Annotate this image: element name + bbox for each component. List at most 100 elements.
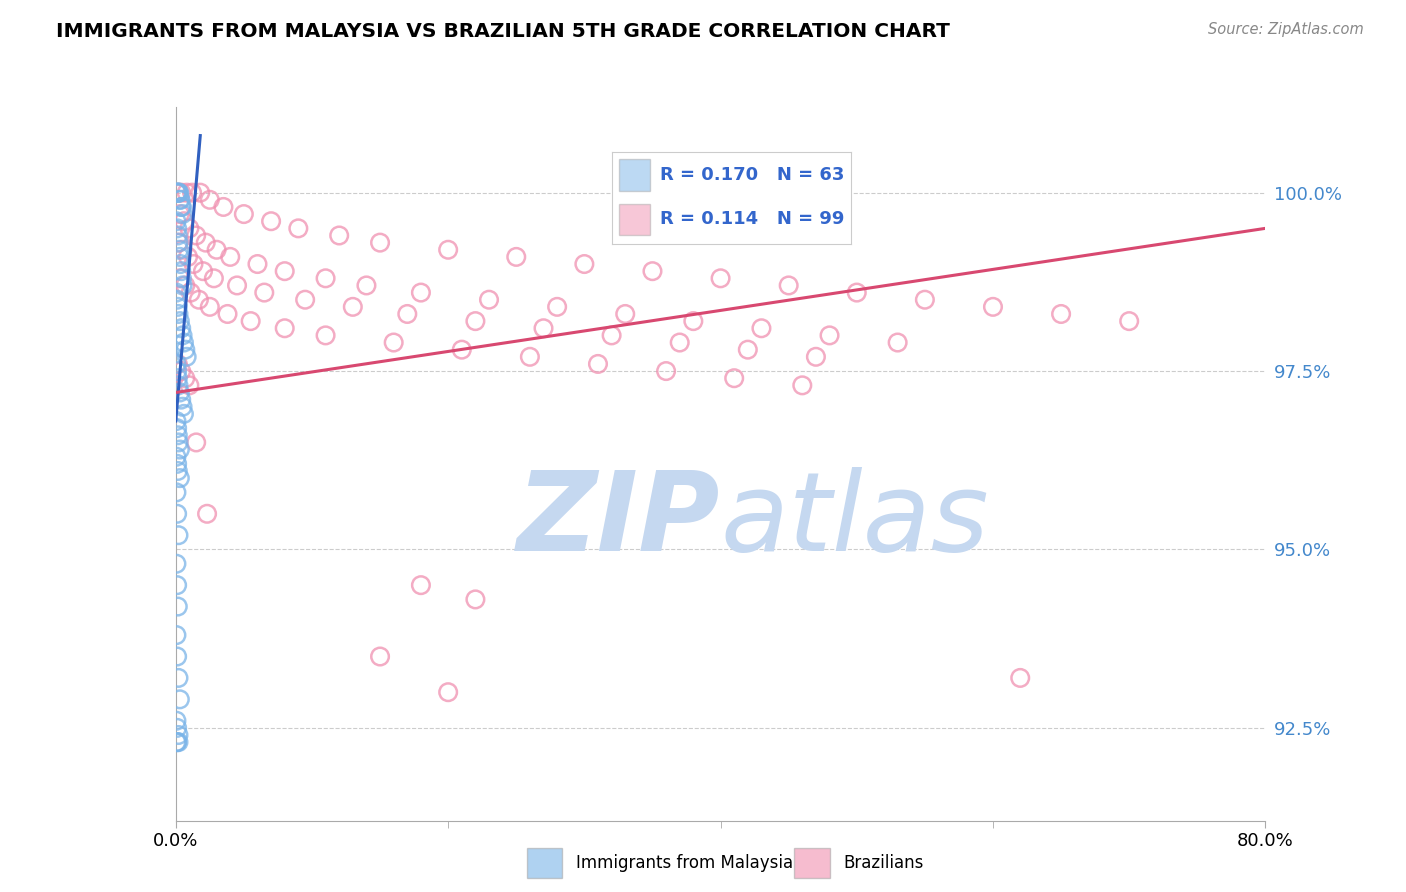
Point [198,300,221,314]
Point [170,200,193,214]
Point [186,228,208,243]
Point [409,285,432,300]
Point [169,257,191,271]
Point [450,343,472,357]
Point [169,314,191,328]
Point [179,221,201,235]
Point [778,278,800,293]
Point [191,264,214,278]
Point [167,186,190,200]
Point [165,357,187,371]
Point [177,250,200,264]
Point [170,364,193,378]
Point [792,378,814,392]
Point [287,221,309,235]
Point [173,407,195,421]
Point [165,735,187,749]
Point [174,371,197,385]
Point [166,357,188,371]
Point [169,207,191,221]
Point [655,364,678,378]
Point [253,285,276,300]
Point [173,214,195,228]
Point [202,271,225,285]
Point [165,714,187,728]
Point [166,228,188,243]
Point [195,507,218,521]
Point [166,649,188,664]
Point [180,285,202,300]
Point [166,735,188,749]
Point [172,243,194,257]
Point [166,428,188,442]
Point [396,307,419,321]
FancyBboxPatch shape [794,848,830,879]
Point [166,371,188,385]
Point [574,257,596,271]
Point [217,307,239,321]
Point [167,243,190,257]
Point [166,599,188,614]
Point [586,357,609,371]
Point [219,250,242,264]
Point [723,371,745,385]
Point [167,728,190,742]
Point [165,450,187,464]
FancyBboxPatch shape [619,203,650,235]
Point [368,235,391,250]
Point [166,186,188,200]
Point [382,335,405,350]
Point [437,243,460,257]
Point [169,385,191,400]
Point [212,200,235,214]
Point [356,278,378,293]
Point [165,285,187,300]
Point [170,200,193,214]
Point [169,471,191,485]
Point [167,435,190,450]
Text: R = 0.170   N = 63: R = 0.170 N = 63 [659,166,844,184]
Point [437,685,460,699]
Point [166,293,188,307]
Point [167,235,190,250]
Point [172,278,194,293]
Point [169,250,191,264]
Point [167,671,190,685]
Text: Immigrants from Malaysia: Immigrants from Malaysia [576,855,793,872]
Point [464,314,486,328]
Point [478,293,501,307]
Point [170,186,193,200]
Point [167,307,190,321]
Point [198,193,221,207]
Point [315,328,337,343]
Point [181,186,204,200]
Point [682,314,704,328]
Point [505,250,527,264]
Point [342,300,364,314]
Point [166,300,188,314]
Point [274,321,297,335]
Point [167,378,190,392]
Text: IMMIGRANTS FROM MALAYSIA VS BRAZILIAN 5TH GRADE CORRELATION CHART: IMMIGRANTS FROM MALAYSIA VS BRAZILIAN 5T… [56,22,950,41]
Point [172,207,194,221]
Point [165,628,187,642]
Point [167,235,190,250]
Point [172,400,194,414]
Point [294,293,316,307]
FancyBboxPatch shape [619,159,650,191]
Point [166,421,188,435]
Point [179,378,201,392]
Point [166,364,188,378]
Point [165,414,187,428]
Text: R = 0.114   N = 99: R = 0.114 N = 99 [659,211,844,228]
Text: ZIP: ZIP [517,467,721,574]
Point [170,264,193,278]
Point [165,214,187,228]
Point [205,243,228,257]
Text: atlas: atlas [721,467,990,574]
Point [1118,314,1140,328]
Point [174,278,197,293]
Point [165,186,187,200]
Point [368,649,391,664]
Point [1050,307,1073,321]
